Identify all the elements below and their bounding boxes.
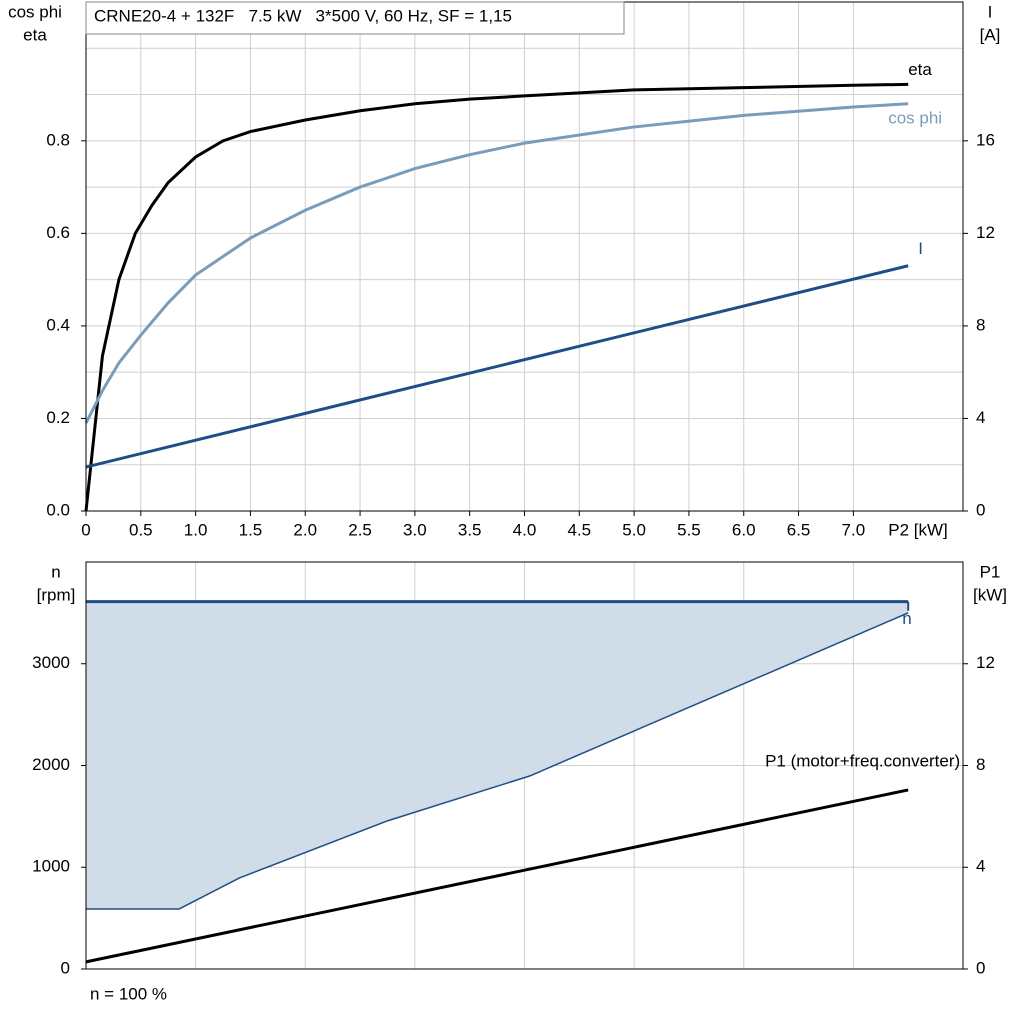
series-line: [84, 82, 909, 512]
x-tick-label: 3.5: [458, 520, 482, 539]
x-tick-label: 3.0: [403, 520, 427, 539]
series-label: eta: [908, 60, 932, 79]
x-tick-label: 2.0: [293, 520, 317, 539]
y-tick-label: 2000: [32, 755, 70, 774]
y2-axis-label: [kW]: [973, 585, 1007, 604]
y-tick-label: 1000: [32, 857, 70, 876]
x-tick-label: 5.0: [622, 520, 646, 539]
note: n = 100 %: [90, 984, 167, 1003]
x-tick-label: 0.5: [129, 520, 153, 539]
series-label: P1 (motor+freq.converter): [765, 751, 960, 770]
y2-axis-label: P1: [980, 562, 1001, 581]
band-area: [86, 601, 909, 909]
y2-tick-label: 0: [976, 958, 985, 977]
plot-frame: [85, 561, 964, 970]
series-label: n: [902, 609, 911, 628]
x-tick-label: 1.5: [239, 520, 263, 539]
y-tick-label: 3000: [32, 653, 70, 672]
x-axis-label: P2 [kW]: [888, 520, 948, 539]
y2-tick-label: 12: [976, 653, 995, 672]
y-tick-label: 0.4: [46, 315, 70, 334]
y-axis-label: [rpm]: [37, 585, 76, 604]
y-tick-label: 0.8: [46, 130, 70, 149]
x-tick-label: 0: [81, 520, 90, 539]
y2-tick-label: 0: [976, 500, 985, 519]
title-box: [85, 1, 625, 35]
series-line: [85, 788, 909, 964]
series-line: [85, 264, 909, 469]
x-tick-label: 4.0: [513, 520, 537, 539]
y2-tick-label: 4: [976, 408, 985, 427]
y-axis-label: cos phi: [8, 2, 62, 21]
x-tick-label: 5.5: [677, 520, 701, 539]
x-tick-label: 6.0: [732, 520, 756, 539]
x-tick-label: 4.5: [567, 520, 591, 539]
y-tick-label: 0.0: [46, 500, 70, 519]
band-edge: [86, 612, 909, 910]
x-tick-label: 2.5: [348, 520, 372, 539]
y2-tick-label: 4: [976, 857, 985, 876]
y-tick-label: 0.2: [46, 408, 70, 427]
x-tick-label: 7.0: [842, 520, 866, 539]
y-axis-label: eta: [23, 25, 47, 44]
y-axis-label: n: [51, 562, 60, 581]
y2-axis-label: I: [988, 2, 993, 21]
x-tick-label: 1.0: [184, 520, 208, 539]
series-label: I: [918, 239, 923, 258]
y2-tick-label: 8: [976, 315, 985, 334]
series-line: [84, 102, 909, 424]
chart-title: CRNE20-4 + 132F 7.5 kW 3*500 V, 60 Hz, S…: [94, 6, 512, 25]
y2-axis-label: [A]: [980, 25, 1001, 44]
y-tick-label: 0: [61, 958, 70, 977]
y2-tick-label: 8: [976, 755, 985, 774]
y-tick-label: 0.6: [46, 223, 70, 242]
y2-tick-label: 12: [976, 223, 995, 242]
x-tick-label: 6.5: [787, 520, 811, 539]
series-label: cos phi: [888, 108, 942, 127]
y2-tick-label: 16: [976, 130, 995, 149]
